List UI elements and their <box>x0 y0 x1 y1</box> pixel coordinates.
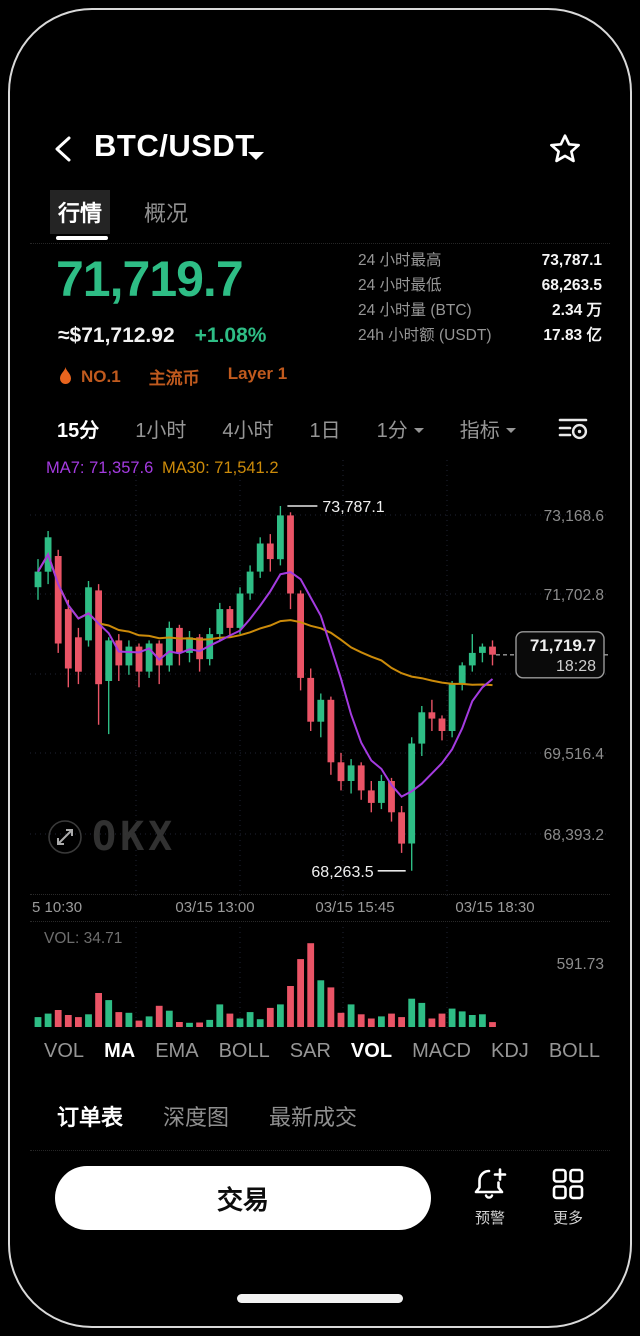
ma7-label: MA7: 71,357.6 <box>46 459 153 477</box>
stat-label: 24h 小时额 (USDT) <box>358 327 492 344</box>
svg-text:73,168.6: 73,168.6 <box>544 508 604 525</box>
volume-chart[interactable]: VOL: 34.71 591.73 <box>30 925 610 1033</box>
stat-label: 24 小时最高 <box>358 252 442 269</box>
volume-value-label: VOL: 34.71 <box>44 930 122 947</box>
more-button[interactable]: 更多 <box>538 1166 598 1228</box>
svg-text:18:28: 18:28 <box>556 658 596 675</box>
active-tab-underline <box>56 236 108 240</box>
indicator-tab-BOLL[interactable]: BOLL <box>218 1040 270 1062</box>
trade-button[interactable]: 交易 <box>55 1166 431 1230</box>
tab-概况[interactable]: 概况 <box>144 201 189 226</box>
flame-icon <box>60 367 71 384</box>
svg-text:69,516.4: 69,516.4 <box>544 746 605 763</box>
bell-plus-icon <box>474 1168 507 1199</box>
low-annotation: 68,263.5 <box>311 864 406 881</box>
x-axis-tick: 03/15 15:45 <box>315 899 395 916</box>
section-tab-订单表[interactable]: 订单表 <box>57 1105 124 1130</box>
back-button[interactable] <box>50 134 78 164</box>
divider <box>30 921 610 922</box>
orderbook-section-tabs: 订单表 深度图 最新成交 <box>57 1100 357 1132</box>
x-axis-tick: 5 10:30 <box>32 899 83 916</box>
indicator-tab-MACD[interactable]: MACD <box>412 1040 471 1062</box>
stat-value: 17.83 亿 <box>543 327 602 344</box>
rank-badge[interactable]: NO.1 <box>58 367 121 387</box>
indicator-tab-KDJ[interactable]: KDJ <box>491 1040 529 1062</box>
indicator-tab-SAR[interactable]: SAR <box>289 1040 331 1062</box>
fiat-price: ≈$71,712.92 <box>58 324 175 347</box>
timeframe-15分[interactable]: 15分 <box>57 420 100 442</box>
last-price: 71,719.7 <box>56 251 244 307</box>
timeframe-1分[interactable]: 1分 <box>377 414 424 443</box>
tag-badges: 主流币 Layer 1 <box>149 364 288 389</box>
okx-watermark: OKX <box>48 814 176 860</box>
high-annotation: 73,787.1 <box>287 499 385 516</box>
indicator-tab-VOL[interactable]: VOL <box>350 1040 393 1062</box>
chevron-down-icon <box>413 427 424 433</box>
badge-row: NO.1 主流币 Layer 1 <box>58 364 287 389</box>
alert-button[interactable]: 预警 <box>460 1166 520 1228</box>
stat-row: 24 小时最高 73,787.1 <box>358 252 602 270</box>
ma30-line <box>37 552 493 687</box>
more-label: 更多 <box>552 1210 583 1227</box>
x-axis: 5 10:30 03/15 13:00 03/15 15:45 03/15 18:30 <box>30 894 610 921</box>
stat-label: 24 小时量 (BTC) <box>358 302 472 319</box>
home-indicator[interactable] <box>237 1294 403 1303</box>
favorite-star-icon[interactable] <box>548 132 582 166</box>
timeframe-指标[interactable]: 指标 <box>460 414 516 443</box>
volume-bars[interactable] <box>34 943 496 1027</box>
tab-行情[interactable]: 行情 <box>50 190 111 234</box>
stat-row: 24 小时最低 68,263.5 <box>358 277 602 295</box>
timeframe-1日[interactable]: 1日 <box>309 420 341 442</box>
chart-grid <box>30 460 610 896</box>
volume-axis-label: 591.73 <box>557 956 604 973</box>
divider <box>30 1150 610 1151</box>
tag-badge[interactable]: Layer 1 <box>227 364 288 383</box>
svg-text:68,393.2: 68,393.2 <box>544 827 604 844</box>
current-price-tag: 71,719.7 18:28 <box>496 631 610 679</box>
svg-text:OKX: OKX <box>92 814 176 860</box>
stat-value: 73,787.1 <box>541 252 602 269</box>
x-axis-tick: 03/15 18:30 <box>455 899 535 916</box>
indicator-tab-BOLL[interactable]: BOLL <box>548 1040 600 1062</box>
stat-value: 68,263.5 <box>541 277 602 294</box>
section-tab-最新成交[interactable]: 最新成交 <box>269 1105 358 1130</box>
svg-text:73,787.1: 73,787.1 <box>322 499 384 516</box>
indicator-tab-MA[interactable]: MA <box>104 1040 136 1062</box>
timeframe-row: 15分 1小时 4小时 1日 1分 指标 <box>57 414 516 443</box>
svg-text:71,719.7: 71,719.7 <box>530 636 596 655</box>
indicator-tab-row: VOL MA EMA BOLL SAR VOL MACD KDJ BOLL <box>44 1040 600 1063</box>
y-axis-labels: 73,168.6 71,702.8 69,516.4 68,393.2 <box>544 508 605 844</box>
timeframe-4小时[interactable]: 4小时 <box>222 420 274 442</box>
ma7-line <box>37 552 494 798</box>
section-tab-深度图[interactable]: 深度图 <box>163 1105 230 1130</box>
x-axis-tick: 03/15 13:00 <box>175 899 255 916</box>
stats-panel: 24 小时最高 73,787.1 24 小时最低 68,263.5 24 小时量 (BT… <box>358 252 602 345</box>
svg-text:68,263.5: 68,263.5 <box>311 864 373 881</box>
price-chart[interactable]: OKX 73,787.1 68,263.5 71,719.7 18:28 73,168.6… <box>30 452 610 904</box>
pair-title[interactable]: BTC/USDT <box>94 128 255 163</box>
stat-row: 24h 小时额 (USDT) 17.83 亿 <box>358 327 602 345</box>
svg-text:71,702.8: 71,702.8 <box>544 587 604 604</box>
stat-label: 24 小时最低 <box>358 277 442 294</box>
rank-label: NO.1 <box>81 366 121 386</box>
price-subline: ≈$71,712.92 +1.08% <box>58 324 266 348</box>
ma30-label: MA30: 71,541.2 <box>162 459 279 477</box>
stat-value: 2.34 万 <box>552 302 602 319</box>
indicator-tab-VOL[interactable]: VOL <box>44 1040 85 1062</box>
indicator-settings-icon[interactable] <box>556 414 590 444</box>
divider <box>30 243 610 244</box>
grid-more-icon <box>552 1168 584 1200</box>
indicator-tab-EMA[interactable]: EMA <box>155 1040 199 1062</box>
market-tabs: 行情 概况 <box>50 190 196 234</box>
timeframe-1小时[interactable]: 1小时 <box>135 420 187 442</box>
chevron-down-icon <box>505 427 516 433</box>
pair-dropdown-caret-icon[interactable] <box>248 152 264 160</box>
stat-row: 24 小时量 (BTC) 2.34 万 <box>358 302 602 320</box>
price-change: +1.08% <box>194 324 267 347</box>
tag-badge[interactable]: 主流币 <box>148 369 200 388</box>
candles[interactable] <box>34 506 496 871</box>
alert-label: 预警 <box>474 1210 505 1227</box>
